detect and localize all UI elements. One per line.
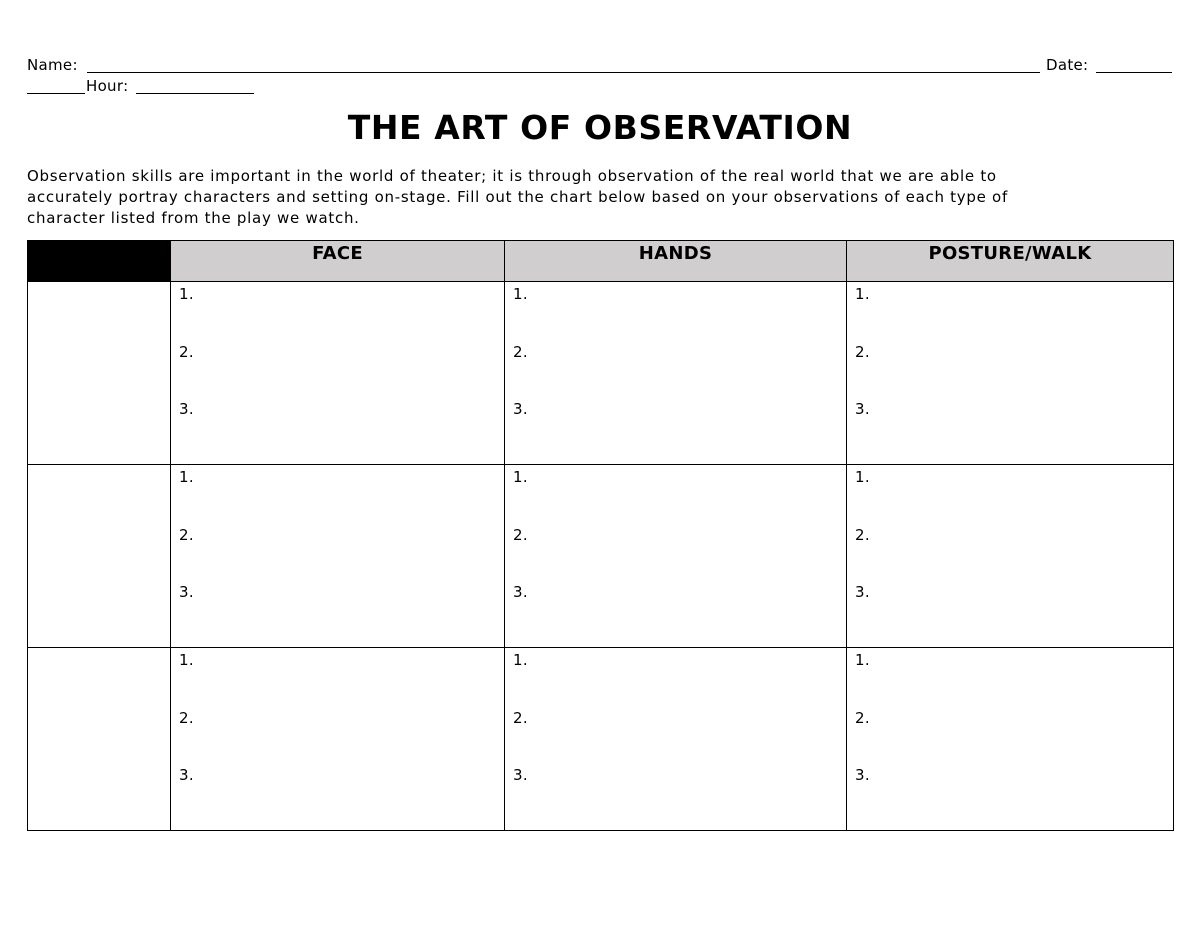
character-row: 1. 2. 3. 1. 2. 3. 1. 2. 3. (27, 281, 1174, 465)
item-number: 3. (179, 400, 194, 418)
posture-walk-observation-cell[interactable]: 1. 2. 3. (846, 464, 1174, 648)
character-column-header (27, 240, 171, 282)
name-field[interactable] (87, 72, 1040, 73)
item-number: 3. (855, 583, 870, 601)
item-number: 3. (513, 766, 528, 784)
item-number: 3. (179, 583, 194, 601)
name-label: Name: (27, 56, 78, 74)
posture-walk-observation-cell[interactable]: 1. 2. 3. (846, 281, 1174, 465)
item-number: 1. (513, 651, 528, 669)
posture-walk-observation-cell[interactable]: 1. 2. 3. (846, 647, 1174, 831)
character-name-cell[interactable] (27, 464, 171, 648)
item-number: 1. (513, 285, 528, 303)
item-number: 1. (179, 285, 194, 303)
item-number: 3. (513, 400, 528, 418)
intro-line-3: character listed from the play we watch. (27, 209, 360, 227)
page-title: THE ART OF OBSERVATION (347, 108, 853, 147)
character-row: 1. 2. 3. 1. 2. 3. 1. 2. 3. (27, 647, 1174, 831)
item-number: 1. (179, 468, 194, 486)
item-number: 2. (513, 342, 528, 361)
hands-observation-cell[interactable]: 1. 2. 3. (504, 464, 847, 648)
observation-chart: FACE HANDS POSTURE/WALK 1. 2. 3. 1. 2. 3. 1. 2.… (27, 240, 1174, 831)
character-name-cell[interactable] (27, 647, 171, 831)
item-number: 2. (179, 708, 194, 727)
date-field-continued[interactable] (27, 93, 85, 94)
item-number: 2. (855, 342, 870, 361)
character-row: 1. 2. 3. 1. 2. 3. 1. 2. 3. (27, 464, 1174, 648)
chart-header-row: FACE HANDS POSTURE/WALK (27, 240, 1174, 282)
item-number: 3. (855, 766, 870, 784)
item-number: 1. (513, 468, 528, 486)
item-number: 2. (513, 708, 528, 727)
hour-field[interactable] (136, 93, 254, 94)
item-number: 2. (855, 708, 870, 727)
face-observation-cell[interactable]: 1. 2. 3. (170, 647, 505, 831)
item-number: 2. (513, 525, 528, 544)
item-number: 1. (855, 285, 870, 303)
item-number: 1. (855, 468, 870, 486)
item-number: 2. (855, 525, 870, 544)
item-number: 1. (855, 651, 870, 669)
face-observation-cell[interactable]: 1. 2. 3. (170, 464, 505, 648)
date-label: Date: (1046, 56, 1089, 74)
item-number: 1. (179, 651, 194, 669)
hands-observation-cell[interactable]: 1. 2. 3. (504, 647, 847, 831)
hands-column-header: HANDS (504, 240, 847, 282)
item-number: 3. (513, 583, 528, 601)
item-number: 3. (855, 400, 870, 418)
item-number: 2. (179, 342, 194, 361)
face-observation-cell[interactable]: 1. 2. 3. (170, 281, 505, 465)
face-column-header: FACE (170, 240, 505, 282)
character-name-cell[interactable] (27, 281, 171, 465)
date-field[interactable] (1096, 72, 1172, 73)
hands-observation-cell[interactable]: 1. 2. 3. (504, 281, 847, 465)
intro-line-2: accurately portray characters and settin… (27, 188, 1008, 206)
hour-label: Hour: (86, 77, 129, 95)
posture-walk-column-header: POSTURE/WALK (846, 240, 1174, 282)
item-number: 2. (179, 525, 194, 544)
item-number: 3. (179, 766, 194, 784)
intro-line-1: Observation skills are important in the … (27, 167, 997, 185)
